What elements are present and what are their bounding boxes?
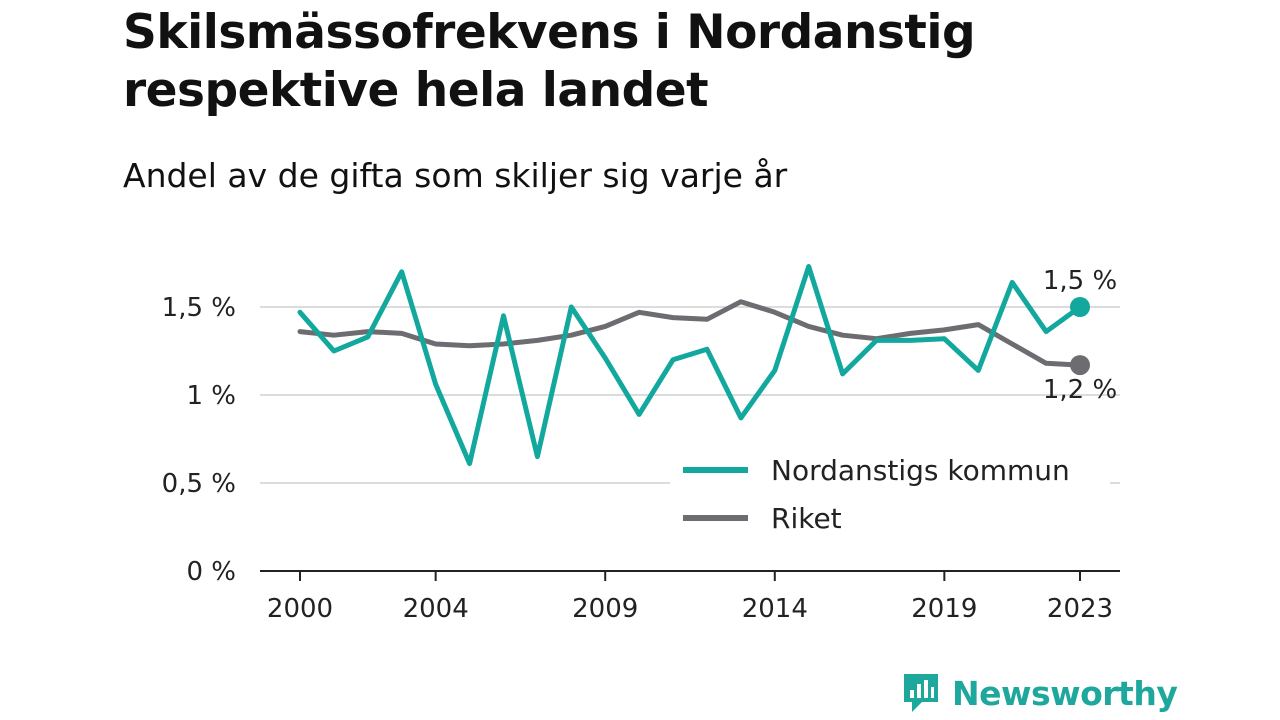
legend: Nordanstigs kommun Riket [670, 448, 1110, 548]
newsworthy-logo-icon [904, 674, 938, 712]
x-axis: 2000 2004 2009 2014 2019 2023 [260, 570, 1120, 624]
legend-label: Nordanstigs kommun [771, 454, 1070, 487]
newsworthy-logo-text: Newsworthy [952, 673, 1178, 713]
series-line [297, 264, 1083, 467]
series-end-point [1070, 355, 1090, 376]
x-tick-label: 2004 [403, 594, 469, 624]
newsworthy-logo: Newsworthy [900, 668, 1178, 718]
line-chart: 0 % 0,5 % 1 % 1,5 % 2000 2004 2009 2014 2019 202… [162, 264, 1120, 624]
x-tick-label: 2009 [572, 594, 638, 624]
series-lines [297, 264, 1083, 467]
legend-label: Riket [771, 502, 842, 535]
x-tick-label: 2000 [267, 594, 333, 624]
end-markers: 1,5 % 1,2 % [1043, 266, 1117, 405]
y-tick-label: 1 % [186, 381, 236, 411]
x-tick-label: 2014 [742, 594, 808, 624]
x-tick-label: 2019 [911, 594, 977, 624]
series-end-label: 1,2 % [1043, 375, 1117, 405]
y-tick-label: 1,5 % [162, 293, 236, 323]
series-end-label: 1,5 % [1043, 266, 1117, 296]
series-end-point [1070, 297, 1090, 317]
legend-background [670, 448, 1110, 548]
chart-subtitle: Andel av de gifta som skiljer sig varje … [123, 156, 788, 195]
chart-title: Skilsmässofrekvens i Nordanstig respekti… [123, 5, 976, 118]
y-tick-label: 0,5 % [162, 469, 236, 499]
y-tick-label: 0 % [186, 557, 236, 587]
series-line [297, 299, 1083, 368]
x-tick-label: 2023 [1047, 594, 1113, 624]
y-axis-ticks: 0 % 0,5 % 1 % 1,5 % [162, 293, 236, 587]
